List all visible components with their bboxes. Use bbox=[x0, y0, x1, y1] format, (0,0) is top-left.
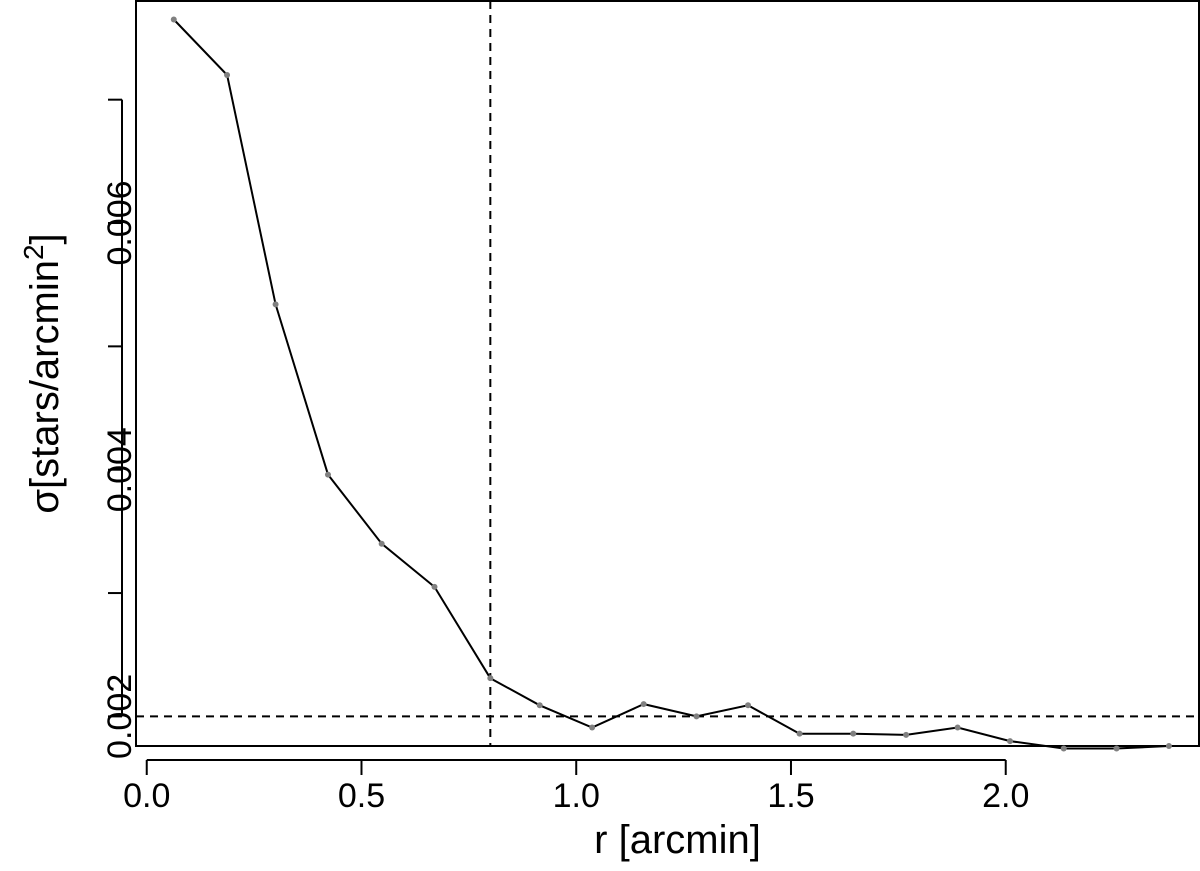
y-axis-label-main: σ[stars/arcmin bbox=[23, 260, 67, 514]
data-point bbox=[796, 730, 803, 737]
data-point bbox=[589, 724, 596, 731]
data-point bbox=[378, 540, 385, 547]
data-point bbox=[745, 702, 752, 709]
y-axis-label-superscript: 2 bbox=[18, 244, 49, 260]
x-tick-label: 2.0 bbox=[982, 777, 1029, 815]
y-tick-label: 0.006 bbox=[101, 180, 139, 265]
data-point bbox=[170, 16, 177, 23]
x-axis-label: r [arcmin] bbox=[594, 818, 761, 862]
data-point bbox=[536, 702, 543, 709]
series-points bbox=[170, 16, 1172, 752]
data-point bbox=[954, 724, 961, 731]
data-point bbox=[1007, 738, 1014, 745]
y-axis-label-close: ] bbox=[23, 233, 67, 244]
data-point bbox=[850, 730, 857, 737]
y-axis-label: σ[stars/arcmin2] bbox=[18, 233, 68, 513]
data-point bbox=[1165, 743, 1172, 749]
y-axis: 0.002 0.004 0.006 bbox=[101, 98, 139, 759]
data-point bbox=[640, 701, 647, 708]
data-point bbox=[487, 675, 494, 682]
data-point bbox=[1113, 745, 1120, 752]
series-line bbox=[173, 18, 1169, 750]
data-point bbox=[224, 72, 231, 79]
data-point bbox=[272, 301, 279, 308]
data-point bbox=[693, 713, 700, 720]
reference-lines bbox=[136, 1, 1199, 746]
x-tick-label: 0.0 bbox=[123, 777, 170, 815]
y-tick-label: 0.004 bbox=[101, 427, 139, 512]
x-tick-label: 1.5 bbox=[767, 777, 814, 815]
x-axis: 0.0 0.5 1.0 1.5 2.0 bbox=[123, 759, 1029, 815]
y-tick-label: 0.002 bbox=[101, 674, 139, 759]
data-point bbox=[324, 471, 331, 478]
data-point bbox=[431, 583, 438, 590]
x-tick-label: 0.5 bbox=[338, 777, 385, 815]
x-tick-label: 1.0 bbox=[553, 777, 600, 815]
data-point bbox=[1060, 745, 1067, 752]
data-point bbox=[903, 731, 910, 738]
plot-frame bbox=[135, 0, 1200, 747]
